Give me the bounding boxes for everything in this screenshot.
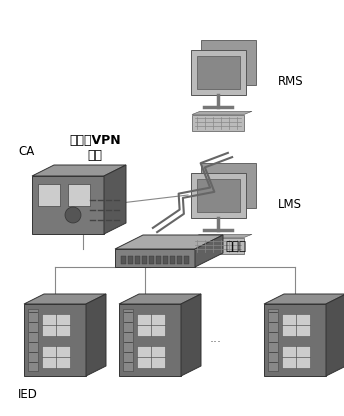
Polygon shape: [42, 314, 70, 336]
Polygon shape: [24, 304, 86, 376]
Polygon shape: [163, 256, 168, 264]
Polygon shape: [68, 184, 90, 206]
Polygon shape: [104, 165, 126, 234]
Polygon shape: [192, 114, 244, 131]
Circle shape: [65, 207, 81, 223]
Polygon shape: [137, 314, 165, 336]
Text: 专线或VPN
专网: 专线或VPN 专网: [69, 134, 121, 162]
Polygon shape: [195, 235, 223, 267]
Polygon shape: [170, 256, 175, 264]
Polygon shape: [191, 173, 246, 218]
Text: CA: CA: [18, 145, 34, 158]
Polygon shape: [282, 314, 310, 336]
Polygon shape: [142, 256, 147, 264]
Polygon shape: [119, 304, 181, 376]
Text: 交换机: 交换机: [225, 240, 246, 253]
Text: RMS: RMS: [278, 75, 304, 88]
Polygon shape: [192, 111, 252, 114]
Polygon shape: [196, 55, 239, 89]
Polygon shape: [123, 309, 133, 371]
Polygon shape: [32, 165, 126, 176]
Polygon shape: [38, 184, 60, 206]
Polygon shape: [135, 256, 140, 264]
Polygon shape: [201, 40, 256, 84]
Polygon shape: [86, 294, 106, 376]
Text: ...: ...: [210, 332, 222, 345]
Polygon shape: [137, 346, 165, 368]
Polygon shape: [115, 249, 195, 267]
Polygon shape: [326, 294, 344, 376]
Polygon shape: [264, 294, 344, 304]
Polygon shape: [191, 50, 246, 94]
Polygon shape: [181, 294, 201, 376]
Text: IED: IED: [18, 388, 38, 401]
Polygon shape: [196, 178, 239, 211]
Polygon shape: [192, 234, 252, 238]
Polygon shape: [184, 256, 189, 264]
Polygon shape: [32, 176, 104, 234]
Polygon shape: [282, 346, 310, 368]
Polygon shape: [28, 309, 38, 371]
Polygon shape: [128, 256, 133, 264]
Polygon shape: [156, 256, 161, 264]
Polygon shape: [192, 238, 244, 253]
Polygon shape: [24, 294, 106, 304]
Polygon shape: [177, 256, 182, 264]
Polygon shape: [115, 235, 223, 249]
Polygon shape: [149, 256, 154, 264]
Polygon shape: [201, 163, 256, 208]
Polygon shape: [42, 346, 70, 368]
Polygon shape: [264, 304, 326, 376]
Polygon shape: [119, 294, 201, 304]
Polygon shape: [268, 309, 278, 371]
Text: LMS: LMS: [278, 198, 302, 211]
Polygon shape: [121, 256, 126, 264]
